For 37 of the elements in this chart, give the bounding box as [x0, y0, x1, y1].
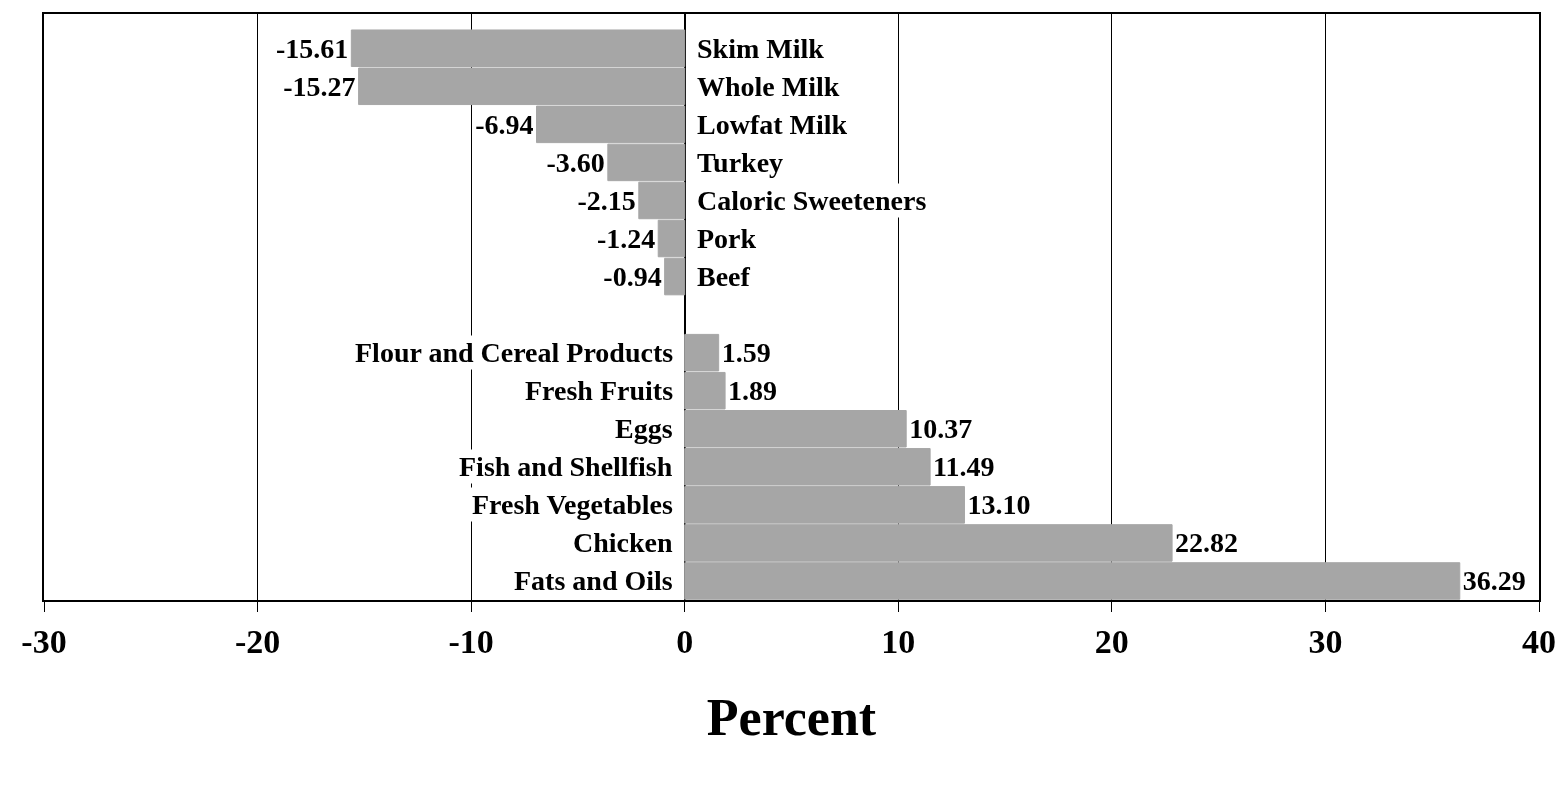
y-tick-label: Whole Milk [697, 71, 840, 102]
data-label: -3.60 [546, 146, 605, 178]
y-tick-label: Beef [697, 261, 751, 292]
y-tick-label: Fresh Vegetables [472, 489, 674, 520]
x-tick-label: -30 [21, 622, 67, 660]
data-label: 1.59 [721, 337, 771, 369]
data-label: -1.24 [596, 223, 656, 255]
y-tick-label: Skim Milk [697, 33, 825, 64]
x-tick-label: 10 [881, 622, 916, 660]
data-label: -2.15 [577, 184, 636, 216]
y-tick-label: Caloric Sweeteners [697, 185, 927, 216]
y-tick-label: Chicken [573, 527, 673, 558]
data-label: 11.49 [933, 451, 995, 483]
data-label: -15.27 [283, 70, 356, 102]
y-tick-label: Fats and Oils [514, 565, 673, 596]
data-label: 1.89 [728, 375, 778, 407]
data-label: 22.82 [1175, 527, 1239, 559]
y-tick-label: Turkey [697, 147, 784, 178]
data-label: -15.61 [276, 32, 349, 64]
x-tick-label: 20 [1094, 622, 1129, 660]
data-label: 13.10 [967, 489, 1031, 521]
x-tick-label: 30 [1308, 622, 1343, 660]
x-tick-label: 0 [676, 622, 694, 660]
y-tick-label: Lowfat Milk [697, 109, 848, 140]
x-axis-title: Percent [706, 689, 877, 747]
data-label: -6.94 [475, 108, 534, 140]
data-label: -0.94 [603, 261, 662, 293]
y-tick-label: Flour and Cereal Products [355, 337, 674, 368]
data-label: 10.37 [909, 413, 973, 445]
y-tick-label: Eggs [615, 413, 673, 444]
x-tick-label: -20 [234, 622, 281, 660]
y-tick-label: Fresh Fruits [525, 375, 674, 406]
y-tick-label: Pork [697, 223, 757, 254]
x-tick-label: -10 [448, 622, 494, 660]
x-tick-label: 40 [1522, 622, 1556, 660]
y-tick-label: Fish and Shellfish [459, 451, 673, 482]
data-label: 36.29 [1462, 565, 1526, 597]
